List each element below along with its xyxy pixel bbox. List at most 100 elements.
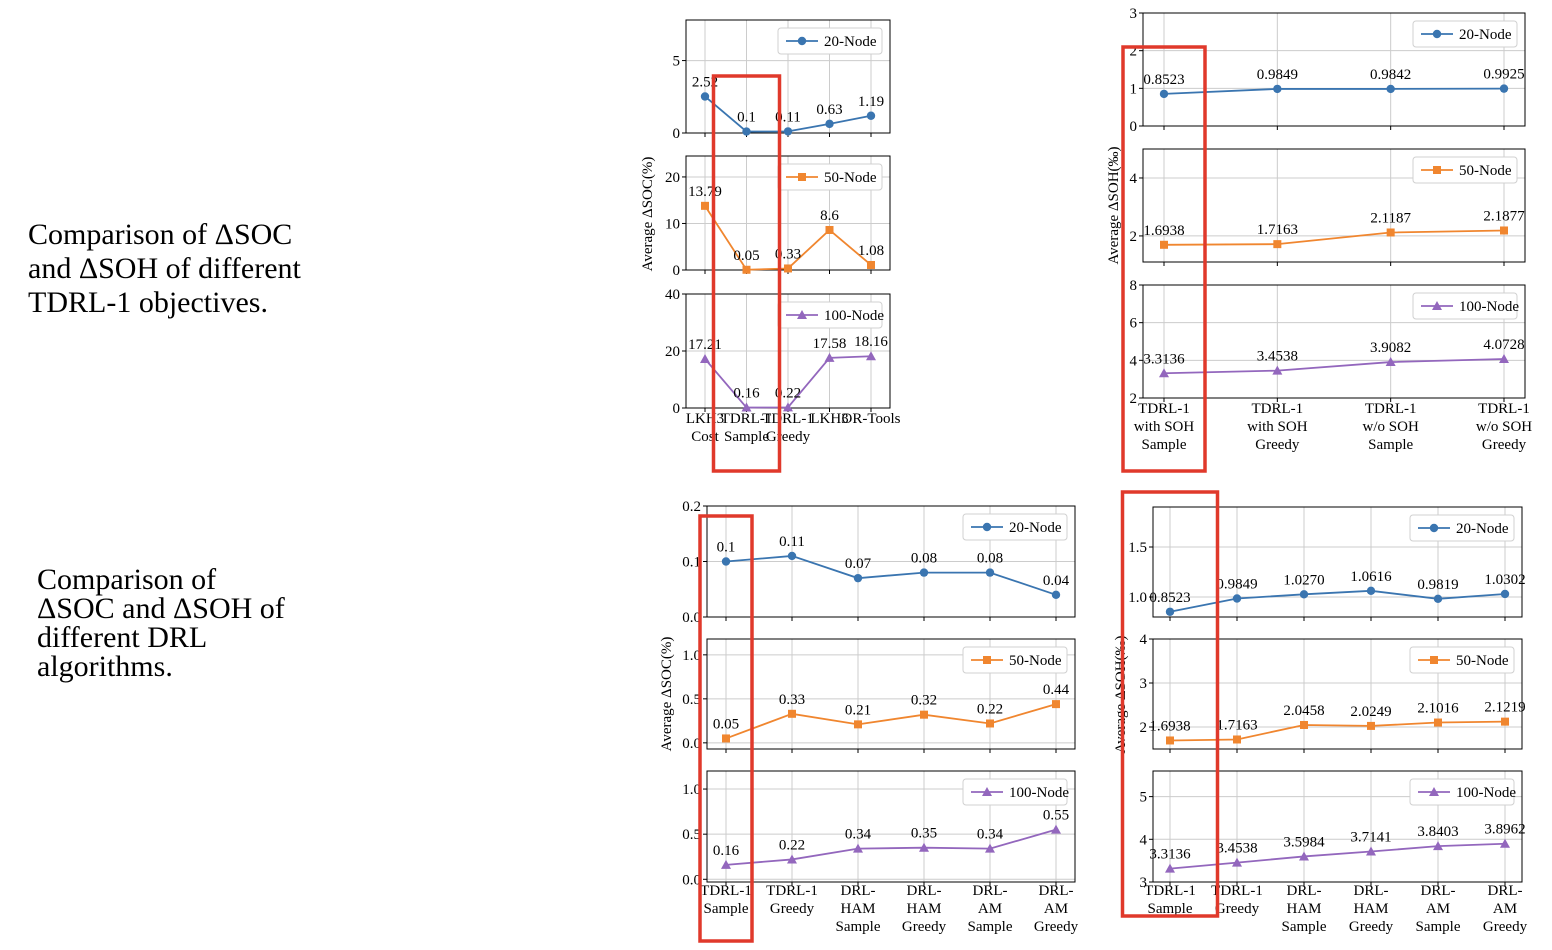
panel-frame bbox=[1152, 638, 1523, 750]
data-label: 3.8962 bbox=[1484, 822, 1525, 838]
legend-label: 100-Node bbox=[1459, 299, 1519, 315]
data-label: 4.0728 bbox=[1483, 337, 1524, 353]
legend-marker bbox=[982, 787, 992, 796]
legend-box bbox=[962, 646, 1068, 674]
x-tick-label: DRL-AM Greedy bbox=[1034, 883, 1079, 935]
data-label: 1.0616 bbox=[1350, 569, 1392, 585]
y-tick-label: 10 bbox=[665, 216, 680, 232]
panel-frame bbox=[1152, 506, 1523, 618]
panel-frame bbox=[1142, 284, 1526, 399]
data-label: 2.1877 bbox=[1483, 208, 1525, 224]
x-tick-label: TDRL-1 w/o SOH Sample bbox=[1363, 401, 1419, 453]
x-tick-label: TDRL-1 with SOH Sample bbox=[1134, 401, 1195, 453]
legend-box bbox=[1412, 292, 1518, 320]
legend-label: 20-Node bbox=[824, 34, 877, 50]
data-point bbox=[1165, 863, 1175, 873]
data-point bbox=[1052, 700, 1060, 709]
data-point bbox=[825, 225, 834, 234]
y-tick-label: 4 bbox=[1140, 632, 1148, 648]
data-point bbox=[787, 551, 797, 561]
data-point bbox=[866, 111, 876, 120]
data-label: 0.8523 bbox=[1143, 72, 1184, 88]
panel-100-node: 3 4 5 3.3136 3.4538 3.5984 3.7141 3.8403 3.8962 1… bbox=[1140, 770, 1526, 891]
data-point bbox=[1051, 590, 1061, 599]
y-tick-label: 3 bbox=[1140, 875, 1148, 891]
y-tick-label: 0 bbox=[673, 126, 681, 142]
data-point bbox=[1501, 717, 1509, 726]
data-point bbox=[742, 265, 751, 274]
legend-label: 50-Node bbox=[1459, 163, 1512, 179]
series-line-100-node bbox=[1163, 358, 1505, 375]
data-point bbox=[824, 352, 835, 362]
legend-box bbox=[1409, 778, 1515, 806]
data-label: 8.6 bbox=[820, 208, 839, 224]
data-label: 0.04 bbox=[1043, 573, 1070, 589]
data-label: 0.9819 bbox=[1417, 577, 1458, 593]
highlight-box bbox=[711, 74, 782, 473]
legend-marker bbox=[1432, 29, 1442, 39]
caption-bottom: Comparison of ΔSOC and ΔSOH of different… bbox=[37, 563, 285, 683]
series-line-50-node bbox=[725, 703, 1057, 740]
panel-frame bbox=[1152, 770, 1523, 883]
data-point bbox=[1500, 226, 1508, 235]
data-point bbox=[1051, 824, 1061, 834]
highlight-box bbox=[1121, 45, 1207, 473]
y-tick-label: 1.0 bbox=[1128, 590, 1147, 606]
x-tick-label: TDRL-1 Greedy bbox=[1211, 883, 1263, 917]
x-tick-label: TDRL-1 Greedy bbox=[766, 883, 818, 917]
data-point bbox=[1273, 240, 1282, 249]
data-point bbox=[700, 92, 710, 101]
data-point bbox=[700, 353, 710, 363]
y-tick-label: 0 bbox=[673, 401, 681, 417]
panel-100-node: 0.0 0.5 1.0 0.16 0.22 0.34 0.35 0.34 0.55 100-Nod… bbox=[682, 770, 1076, 888]
panel-20-node: 0 1 2 3 0.8523 0.9849 0.9842 0.9925 20-Node bbox=[1130, 6, 1526, 135]
y-tick-label: 1.0 bbox=[682, 648, 701, 664]
data-point bbox=[1159, 89, 1169, 99]
caption-top: Comparison of ΔSOC and ΔSOH of different… bbox=[28, 218, 301, 319]
y-tick-label: 0.5 bbox=[682, 827, 701, 843]
data-label: 2.1219 bbox=[1484, 700, 1525, 716]
legend-box bbox=[1412, 20, 1518, 48]
data-point bbox=[1272, 365, 1283, 375]
y-tick-label: 2 bbox=[1140, 720, 1148, 736]
x-tick-label: TDRL-1 Sample bbox=[721, 411, 773, 445]
data-point bbox=[721, 557, 731, 566]
legend-marker bbox=[1429, 523, 1439, 533]
panel-frame bbox=[706, 770, 1076, 883]
y-tick-label: 4 bbox=[1140, 832, 1148, 848]
y-tick-label: 4 bbox=[1130, 171, 1138, 187]
data-point bbox=[1165, 607, 1175, 616]
data-point bbox=[986, 719, 994, 728]
data-label: 0.9849 bbox=[1257, 67, 1298, 83]
legend-label: 50-Node bbox=[1456, 653, 1509, 669]
data-point bbox=[1434, 718, 1442, 727]
series-line-20-node bbox=[1169, 589, 1506, 613]
x-tick-label: DRL-AM Sample bbox=[1416, 883, 1461, 935]
data-point bbox=[783, 127, 793, 136]
series-line-100-node bbox=[1169, 842, 1506, 870]
x-tick-label: DRL-HAM Greedy bbox=[902, 883, 947, 935]
data-point bbox=[1166, 736, 1174, 745]
data-label: 3.8403 bbox=[1417, 824, 1458, 840]
data-point bbox=[1232, 594, 1242, 603]
y-axis-label: Average ΔSOH(‰) bbox=[1106, 146, 1122, 264]
legend-label: 50-Node bbox=[824, 170, 877, 186]
data-label: 2.0458 bbox=[1283, 703, 1324, 719]
data-point bbox=[854, 720, 862, 729]
data-point bbox=[866, 351, 876, 361]
y-tick-label: 5 bbox=[1140, 790, 1148, 806]
legend-box bbox=[1409, 514, 1515, 542]
y-tick-label: 4 bbox=[1130, 353, 1138, 369]
data-label: 0.8523 bbox=[1149, 590, 1190, 606]
legend-marker bbox=[797, 310, 807, 319]
data-label: 2.1016 bbox=[1417, 701, 1459, 717]
y-tick-label: 0.2 bbox=[682, 499, 701, 515]
x-tick-label: TDRL-1 Sample bbox=[700, 883, 752, 917]
data-label: 1.6938 bbox=[1143, 223, 1184, 239]
data-label: 0.44 bbox=[1043, 682, 1070, 698]
legend-marker bbox=[1430, 656, 1438, 664]
data-point bbox=[1159, 368, 1169, 378]
data-label: 1.7163 bbox=[1257, 222, 1298, 238]
data-point bbox=[1299, 590, 1309, 599]
y-tick-label: 8 bbox=[1130, 278, 1138, 294]
